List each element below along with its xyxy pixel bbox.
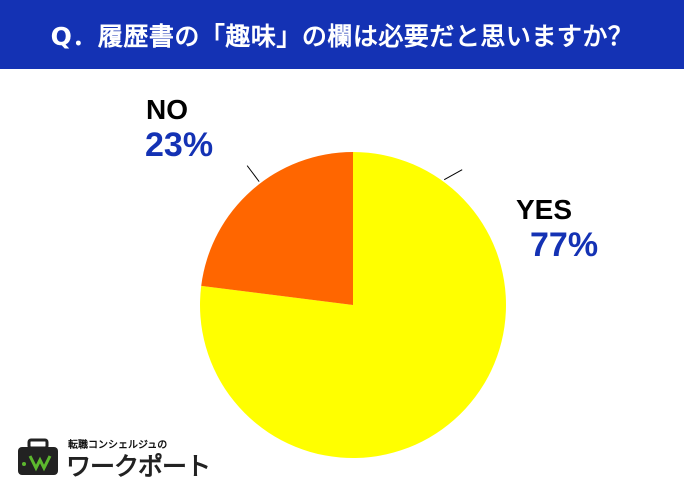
leader-line-no	[246, 165, 260, 182]
slice-percent-no: 23%	[145, 126, 214, 164]
logo-tagline: 転職コンシェルジュの	[68, 440, 168, 451]
question-header: Q．履歴書の「趣味」の欄は必要だと思いますか？	[0, 0, 684, 69]
pie-chart-area: NO 23% YES 77%	[0, 69, 684, 493]
slice-label-no: NO	[146, 94, 188, 125]
slice-percent-yes: 77%	[530, 226, 599, 264]
leader-line-yes	[443, 169, 463, 181]
pie-slice-no	[201, 152, 353, 305]
pie-chart	[200, 152, 507, 459]
briefcase-logo-icon	[18, 438, 58, 475]
logo-brand-name: ワークポート	[66, 452, 211, 481]
question-title: Q．履歴書の「趣味」の欄は必要だと思いますか？	[50, 21, 634, 51]
pie-slice-yes	[200, 152, 507, 459]
workport-logo: 転職コンシェルジュの ワークポート	[16, 434, 216, 482]
slice-label-yes: YES	[516, 194, 573, 225]
